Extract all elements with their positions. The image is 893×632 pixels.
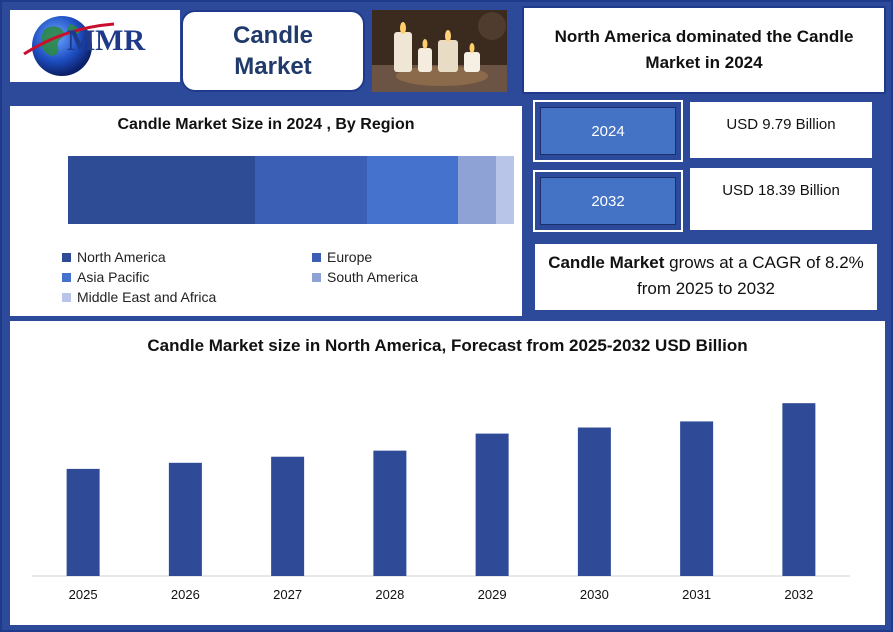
legend-item: Middle East and Africa xyxy=(62,289,216,305)
bar-2025 xyxy=(66,468,100,576)
legend-swatch xyxy=(62,252,71,262)
year-2024-label: 2024 xyxy=(540,107,676,155)
region-segment-europe xyxy=(255,156,367,224)
legend-label: South America xyxy=(327,269,419,285)
year-2032-label: 2032 xyxy=(540,177,676,225)
legend-item: Europe xyxy=(312,249,372,265)
region-stacked-bar xyxy=(68,156,514,224)
legend-swatch xyxy=(312,252,321,262)
candle-photo xyxy=(372,10,507,92)
logo-text: MMR xyxy=(67,24,146,57)
x-tick-label: 2031 xyxy=(682,587,711,602)
bar-2029 xyxy=(475,433,509,576)
legend-label: Middle East and Africa xyxy=(77,289,217,305)
legend-item: North America xyxy=(62,249,166,265)
bar-chart-panel: Candle Market size in North America, For… xyxy=(10,321,885,625)
headline-box: North America dominated the Candle Marke… xyxy=(522,6,886,94)
bar-2031 xyxy=(680,421,714,576)
stats-panel: 2024 USD 9.79 Billion 2032 USD 18.39 Bil… xyxy=(529,96,885,316)
x-tick-label: 2026 xyxy=(171,587,200,602)
x-tick-label: 2029 xyxy=(478,587,507,602)
legend-item: Asia Pacific xyxy=(62,269,149,285)
market-title-box: Candle Market xyxy=(181,10,365,92)
year-2032-box: 2032 xyxy=(533,170,683,232)
bar-chart-title: Candle Market size in North America, For… xyxy=(147,336,748,355)
cagr-bold: Candle Market xyxy=(548,253,665,272)
x-tick-label: 2032 xyxy=(784,587,813,602)
legend-label: North America xyxy=(77,249,166,265)
value-2032: USD 18.39 Billion xyxy=(690,168,872,230)
year-2024-box: 2024 xyxy=(533,100,683,162)
region-chart-panel: Candle Market Size in 2024 , By Region N… xyxy=(10,106,522,316)
legend-label: Europe xyxy=(327,249,373,265)
value-2024: USD 9.79 Billion xyxy=(690,102,872,158)
bar-2026 xyxy=(168,462,202,576)
legend-swatch xyxy=(62,292,71,302)
headline-text: North America dominated the Candle Marke… xyxy=(554,27,854,72)
region-segment-asia-pacific xyxy=(366,156,459,224)
region-segment-north-america xyxy=(68,156,256,224)
x-tick-label: 2028 xyxy=(375,587,404,602)
bar-chart: 2025 2026 2027 2028 2029 2030 2031 2032 xyxy=(32,403,850,602)
bar-2027 xyxy=(271,456,305,576)
legend-label: Asia Pacific xyxy=(77,269,150,285)
region-segment-south-america xyxy=(458,156,497,224)
legend-item: South America xyxy=(312,269,418,285)
cagr-box: Candle Market grows at a CAGR of 8.2% fr… xyxy=(535,244,877,310)
region-chart-title: Candle Market Size in 2024 , By Region xyxy=(117,116,415,133)
x-tick-label: 2025 xyxy=(69,587,98,602)
bar-2032 xyxy=(782,403,816,576)
region-segment-middle-east-and-africa xyxy=(496,156,514,224)
bar-2030 xyxy=(577,427,611,576)
bar-2028 xyxy=(373,450,407,576)
x-tick-label: 2030 xyxy=(580,587,609,602)
legend-swatch xyxy=(62,272,71,282)
logo: MMR xyxy=(10,10,180,82)
x-tick-label: 2027 xyxy=(273,587,302,602)
globe-icon: MMR xyxy=(23,16,146,76)
legend-swatch xyxy=(312,272,321,282)
market-title: Candle Market xyxy=(232,22,313,80)
cagr-text: grows at a CAGR of 8.2% from 2025 to 203… xyxy=(637,253,864,298)
